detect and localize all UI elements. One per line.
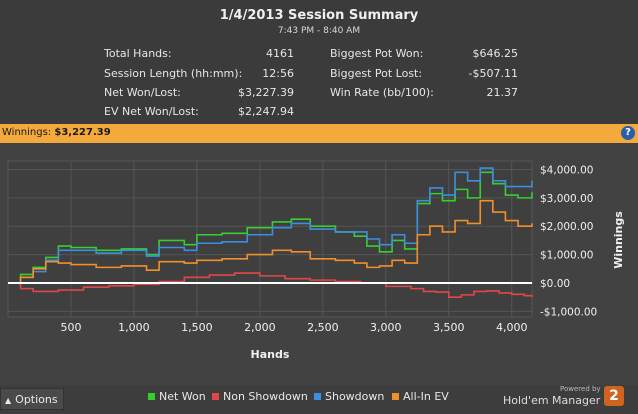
legend-swatch: [212, 393, 219, 400]
brand-name: Hold'em Manager: [503, 394, 601, 407]
stat-value: $3,227.39: [238, 86, 294, 99]
legend-item-all-in-ev[interactable]: All-In EV: [392, 390, 449, 403]
stat-label: EV Net Won/Lost:: [104, 105, 199, 118]
stat-value: 4161: [266, 47, 294, 60]
y-axis-ticks: $4,000.00 $3,000.00 $2,000.00 $1,000.00 $0.0…: [540, 165, 597, 319]
stat-label: Session Length (hh:mm):: [104, 67, 243, 80]
y-axis-label: Winnings: [612, 211, 625, 269]
winnings-graph: 500 1,000 1,500 2,000 2,500 3,000 3,500 4,000 $…: [0, 143, 638, 388]
x-tick-label: 1,000: [118, 321, 150, 334]
stat-label: Total Hands:: [104, 47, 172, 60]
stat-label: Biggest Pot Won:: [330, 47, 424, 60]
winnings-label: Winnings: $3,227.39: [2, 127, 111, 138]
legend-swatch: [392, 393, 399, 400]
y-tick-label: $4,000.00: [540, 165, 593, 177]
y-tick-label: $2,000.00: [540, 221, 593, 233]
series-line-non-showdown: [8, 272, 533, 298]
x-axis-ticks: 500 1,000 1,500 2,000 2,500 3,000 3,500 4,000: [60, 321, 527, 334]
session-title: 1/4/2013 Session Summary: [219, 8, 419, 23]
series-lines: [8, 167, 533, 298]
hem2-logo-icon: 2: [604, 386, 624, 406]
legend-swatch: [314, 393, 321, 400]
x-tick-label: 500: [60, 321, 81, 334]
series-line-all-in-ev: [8, 199, 533, 284]
legend-item-net-won[interactable]: Net Won: [148, 390, 206, 403]
winnings-amount: $3,227.39: [54, 127, 111, 138]
help-icon[interactable]: ?: [621, 126, 635, 140]
x-axis-label: Hands: [251, 348, 290, 361]
y-tick-label: $0.00: [540, 278, 570, 290]
x-tick-label: 2,000: [244, 321, 276, 334]
winnings-header-bar: Winnings: $3,227.39 ?: [0, 124, 638, 143]
stat-label: Biggest Pot Lost:: [330, 67, 423, 80]
legend-label: Non Showdown: [223, 390, 308, 403]
powered-by-text: Powered by: [560, 385, 601, 393]
y-tick-label: $3,000.00: [540, 193, 593, 205]
stat-value: $2,247.94: [238, 105, 294, 118]
winnings-line-chart: 500 1,000 1,500 2,000 2,500 3,000 3,500 4,000 $…: [7, 160, 625, 361]
options-button[interactable]: ▲ Options: [0, 388, 64, 410]
legend-item-non-showdown[interactable]: Non Showdown: [212, 390, 308, 403]
session-time-range: 7:43 PM - 8:40 AM: [277, 26, 361, 36]
legend-item-showdown[interactable]: Showdown: [314, 390, 384, 403]
session-summary-panel: 1/4/2013 Session Summary 7:43 PM - 8:40 …: [0, 0, 638, 124]
options-label: Options: [15, 393, 58, 406]
series-line-showdown: [8, 167, 533, 284]
stat-value: 12:56: [262, 67, 294, 80]
x-tick-label: 1,500: [181, 321, 213, 334]
legend-label: All-In EV: [403, 390, 449, 403]
footer-bar: ▲ Options Net Won Non Showdown Showdown A…: [0, 385, 638, 414]
legend-swatch: [148, 393, 155, 400]
caret-up-icon: ▲: [5, 396, 12, 405]
legend-label: Showdown: [325, 390, 385, 403]
y-tick-label: $1,000.00: [540, 250, 593, 262]
stat-value: $646.25: [472, 47, 519, 60]
winnings-label-text: Winnings:: [2, 127, 52, 138]
stat-label: Net Won/Lost:: [104, 86, 181, 99]
x-tick-label: 3,500: [433, 321, 465, 334]
stat-value: -$507.11: [468, 67, 518, 80]
stat-label: Win Rate (bb/100):: [330, 86, 434, 99]
x-tick-label: 4,000: [496, 321, 528, 334]
x-tick-label: 3,000: [370, 321, 402, 334]
stat-value: 21.37: [486, 86, 519, 99]
plot-area: [7, 160, 533, 318]
x-tick-label: 2,500: [307, 321, 339, 334]
y-tick-label: -$1,000.00: [540, 306, 597, 318]
legend-label: Net Won: [159, 390, 206, 403]
